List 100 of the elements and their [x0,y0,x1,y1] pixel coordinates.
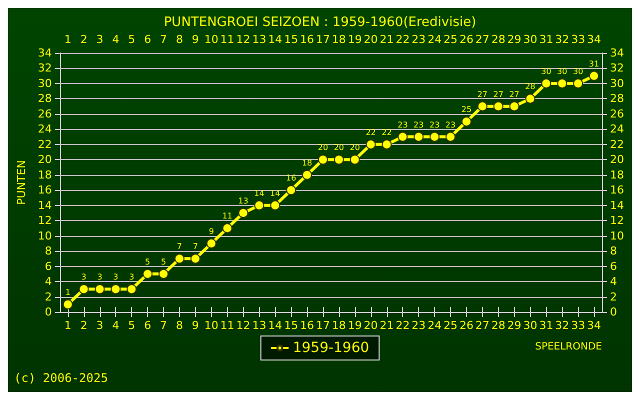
x2-tick-label: 11 [220,319,234,332]
x2-tick-label: 27 [475,319,490,332]
x-tick-label: 12 [236,33,250,46]
point [254,200,264,210]
x-tick-label: 10 [204,33,218,46]
y2-tick-label: 12 [610,214,624,228]
x-tick-label: 24 [428,33,442,46]
y-tick-label: 30 [38,76,52,90]
x2-tick-label: 10 [204,319,218,332]
y2-tick-label: 18 [610,168,624,182]
y-tick-label: 28 [38,92,52,106]
x2-tick-label: 22 [396,319,410,332]
data-label: 3 [113,272,118,282]
y2-tick-label: 14 [610,198,624,212]
x2-tick-label: 24 [428,319,442,332]
y-tick-label: 10 [38,229,52,242]
x-tick-label: 2 [80,33,88,46]
data-label: 5 [160,257,166,266]
x-tick-label: 18 [332,33,346,46]
y2-tick-label: 16 [610,184,624,197]
data-label: 20 [318,143,328,152]
y2-tick-label: 6 [610,260,617,273]
point [142,268,153,279]
x-tick-label: 27 [475,33,490,46]
data-label: 25 [461,105,472,114]
point [174,254,184,264]
point [94,284,105,294]
x2-tick-label: 23 [412,319,426,332]
x-tick-label: 26 [459,33,474,46]
data-label: 23 [414,120,424,130]
x2-tick-label: 25 [444,319,458,332]
y-tick-label: 26 [38,107,52,120]
x-tick-label: 16 [300,33,314,46]
point [541,78,552,88]
y2-tick-label: 0 [610,306,617,318]
x-tick-label: 5 [128,33,136,46]
legend-label: 1959-1960 [292,340,370,356]
x2-tick-label: 13 [252,319,266,332]
data-label: 3 [129,272,134,282]
y-tick-label: 2 [44,290,52,304]
data-label: 30 [557,66,568,76]
point [318,154,328,165]
x2-tick-label: 4 [112,319,120,332]
data-label: 27 [509,90,520,99]
y2-tick-label: 32 [610,62,624,75]
data-label: 13 [238,196,248,206]
point [525,94,536,104]
data-label: 27 [493,90,504,99]
y2-tick-label: 2 [610,290,617,304]
x-tick-label: 21 [380,33,394,46]
point [286,185,296,196]
x-tick-label: 22 [396,33,410,46]
x2-tick-label: 18 [332,319,346,332]
data-label: 22 [366,128,376,137]
data-label: 7 [192,242,198,252]
x2-tick-label: 9 [192,319,199,332]
y-tick-label: 20 [38,153,52,166]
point [238,208,248,218]
x2-tick-label: 16 [300,319,314,332]
x-tick-label: 15 [284,33,298,46]
data-label: 5 [145,257,150,266]
point [573,78,584,88]
x2-tick-label: 15 [284,319,298,332]
point [126,284,137,294]
x-tick-label: 7 [160,33,168,46]
point [493,101,504,112]
y2-tick-label: 10 [610,229,624,242]
x2-tick-label: 17 [316,319,330,332]
point [477,101,488,112]
point [190,254,200,264]
data-label: 22 [382,128,392,137]
y-tick-label: 24 [38,122,52,136]
data-label: 20 [334,143,344,152]
x-tick-label: 30 [523,33,538,46]
point [398,132,408,142]
x-tick-label: 17 [316,33,330,46]
x-tick-label: 19 [348,33,362,46]
x-tick-label: 25 [444,33,458,46]
y2-tick-label: 24 [610,122,624,136]
data-label: 18 [302,158,312,168]
y2-tick-label: 8 [610,244,617,258]
x-tick-label: 4 [112,33,120,46]
x2-tick-label: 30 [523,319,538,332]
point [366,139,376,150]
data-label: 31 [588,59,600,68]
point [62,299,73,310]
point [270,200,280,210]
y2-tick-label: 26 [610,107,624,120]
x2-tick-label: 33 [571,319,586,332]
point [206,238,216,248]
x2-tick-label: 20 [364,319,378,332]
y-tick-label: 4 [44,275,52,288]
x2-tick-label: 19 [348,319,362,332]
x2-tick-label: 12 [236,319,250,332]
x-tick-label: 13 [252,33,266,46]
data-label: 23 [398,120,408,130]
x2-tick-label: 21 [380,319,394,332]
data-label: 14 [254,188,264,198]
y-tick-label: 18 [38,168,52,182]
x2-tick-label: 5 [128,319,136,332]
